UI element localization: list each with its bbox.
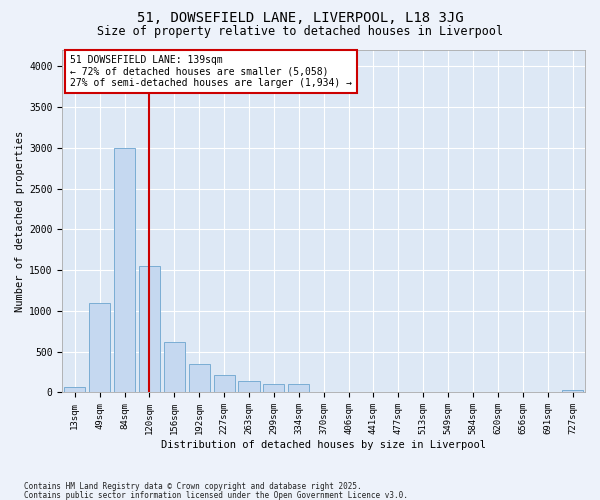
Bar (288, 384, 310, 392)
Y-axis label: Number of detached properties: Number of detached properties (15, 130, 25, 312)
Text: 51 DOWSEFIELD LANE: 139sqm
← 72% of detached houses are smaller (5,058)
27% of s: 51 DOWSEFIELD LANE: 139sqm ← 72% of deta… (70, 55, 352, 88)
Text: Size of property relative to detached houses in Liverpool: Size of property relative to detached ho… (97, 25, 503, 38)
Bar (64, 387, 85, 392)
Bar (188, 364, 210, 392)
Bar (139, 266, 160, 392)
Bar (89, 303, 110, 392)
Text: 51, DOWSEFIELD LANE, LIVERPOOL, L18 3JG: 51, DOWSEFIELD LANE, LIVERPOOL, L18 3JG (137, 12, 463, 26)
Bar (214, 376, 235, 392)
Bar (114, 148, 135, 392)
Bar (263, 384, 284, 392)
Bar (164, 342, 185, 392)
Text: Contains public sector information licensed under the Open Government Licence v3: Contains public sector information licen… (24, 490, 408, 500)
Text: Contains HM Land Registry data © Crown copyright and database right 2025.: Contains HM Land Registry data © Crown c… (24, 482, 362, 491)
Bar (238, 381, 260, 392)
Bar (562, 390, 583, 392)
X-axis label: Distribution of detached houses by size in Liverpool: Distribution of detached houses by size … (161, 440, 486, 450)
